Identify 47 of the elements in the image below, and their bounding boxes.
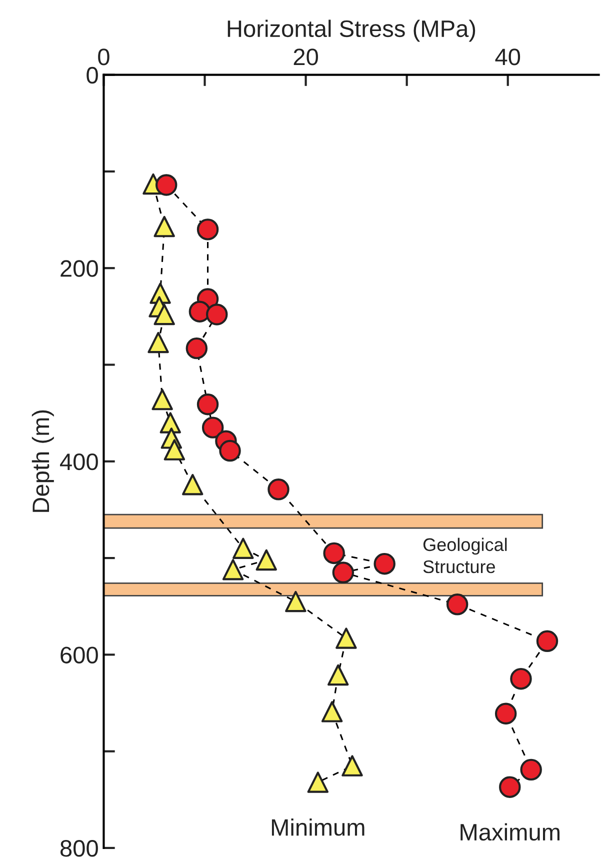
point — [154, 216, 175, 238]
point — [232, 538, 254, 559]
point — [268, 478, 290, 500]
point — [155, 174, 178, 196]
point — [499, 776, 521, 798]
x-tick-label: 0 — [98, 48, 110, 66]
point — [510, 668, 532, 690]
point — [188, 300, 211, 322]
x-axis-title: Horizontal Stress (MPa) — [228, 20, 476, 42]
point — [327, 664, 349, 686]
point — [219, 440, 241, 462]
point — [336, 628, 357, 649]
point — [196, 394, 219, 416]
point — [164, 439, 186, 460]
y-axis-title: Depth (m) — [32, 410, 54, 512]
point — [446, 594, 468, 616]
point — [307, 772, 329, 793]
y-tick-label: 800 — [60, 840, 98, 857]
point — [202, 416, 224, 438]
point — [536, 630, 558, 652]
x-tick-label: 40 — [495, 48, 520, 66]
point — [154, 304, 175, 326]
point — [148, 332, 169, 354]
point — [152, 388, 173, 410]
point — [160, 412, 182, 434]
point — [374, 552, 396, 575]
annotation: Geological Structure — [423, 538, 507, 574]
point — [520, 758, 542, 781]
series-label: Minimum — [272, 818, 364, 836]
point — [186, 337, 208, 360]
point — [494, 702, 517, 724]
point — [321, 701, 343, 722]
y-tick-label: 200 — [60, 260, 98, 277]
point — [222, 559, 244, 580]
point — [323, 542, 345, 564]
point — [206, 304, 228, 326]
point — [342, 755, 363, 776]
x-tick-label: 20 — [294, 48, 318, 66]
point — [196, 218, 219, 240]
y-tick-label: 600 — [60, 646, 98, 664]
point — [285, 590, 306, 612]
point — [182, 474, 204, 496]
y-tick-label: 0 — [86, 66, 98, 84]
y-tick-label: 400 — [60, 453, 98, 470]
point — [256, 549, 277, 571]
series-label: Maximum — [460, 823, 560, 841]
point — [332, 562, 354, 584]
